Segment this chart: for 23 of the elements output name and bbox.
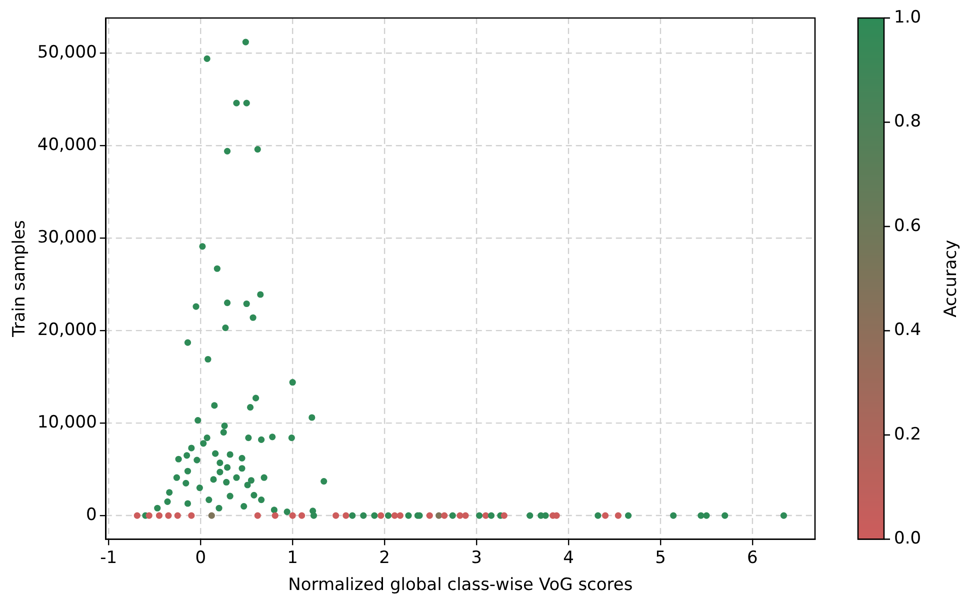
color-bar-label: 0.0 (894, 528, 922, 549)
x-tick-label: 1 (287, 548, 298, 568)
x-tick-label: 4 (563, 548, 574, 568)
color-bar-label: 0.4 (894, 320, 922, 340)
x-axis-title: Normalized global class-wise VoG scores (288, 575, 633, 596)
color-bar-label: 0.2 (894, 424, 922, 444)
y-tick-label: 40,000 (37, 135, 97, 156)
x-tick-label: 3 (471, 548, 482, 568)
color-bar-label: 0.6 (894, 216, 922, 236)
y-tick-label: 0 (86, 504, 97, 525)
x-tick-label: 6 (747, 548, 758, 568)
color-bar-label: 1.0 (894, 7, 922, 28)
x-tick-label: -1 (100, 548, 118, 568)
y-axis-title: Train samples (10, 220, 30, 338)
x-tick-label: 5 (655, 548, 666, 568)
y-tick-label: 20,000 (37, 320, 97, 340)
y-tick-label: 10,000 (37, 412, 97, 432)
y-tick-label: 50,000 (37, 42, 97, 63)
x-tick-label: 0 (195, 548, 206, 568)
y-tick-label: 30,000 (37, 228, 97, 248)
color-bar-label: 0.8 (894, 112, 922, 132)
x-tick-label: 2 (379, 548, 390, 568)
color-bar-title: Accuracy (940, 240, 961, 318)
